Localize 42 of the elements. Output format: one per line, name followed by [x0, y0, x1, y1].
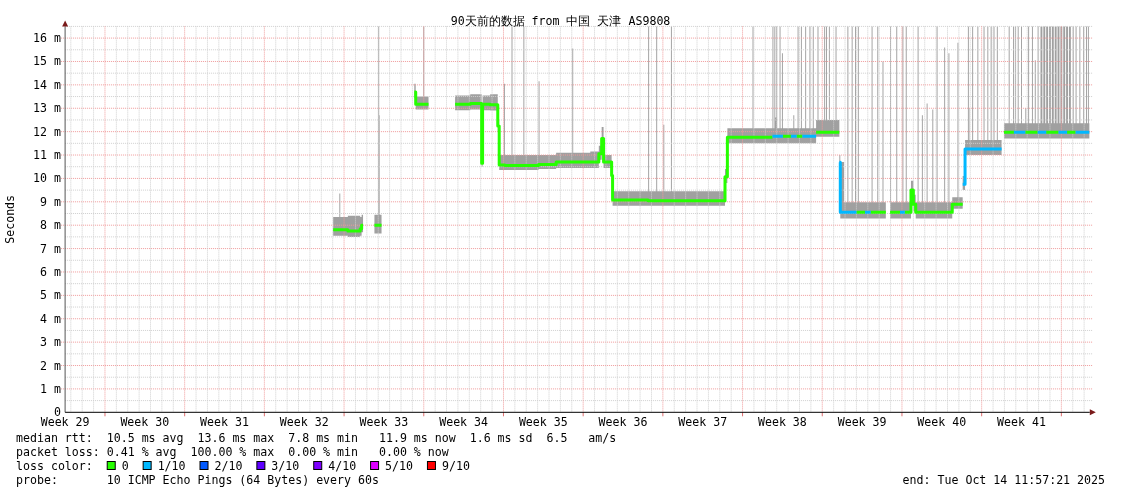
x-tick-label: Week 39 [837, 415, 887, 429]
chart-title: 90天前的数据 from 中国 天津 AS9808 [450, 14, 671, 28]
legend-label: 2/10 [214, 459, 243, 473]
y-tick-label: 5 m [40, 288, 62, 303]
y-tick-label: 10 m [33, 171, 62, 186]
x-tick-label: Week 35 [518, 415, 568, 429]
y-tick-label: 6 m [40, 264, 62, 279]
x-tick-label: Week 30 [120, 415, 170, 429]
y-tick-label: 8 m [40, 218, 62, 233]
legend-title: loss color: [16, 459, 93, 473]
legend-label: 9/10 [441, 459, 470, 473]
legend-label: 5/10 [385, 459, 414, 473]
y-tick-label: 1 m [40, 381, 62, 396]
legend-label: 3/10 [271, 459, 300, 473]
y-tick-label: 15 m [33, 54, 62, 69]
text: probe: 10 ICMP Echo Pings (64 Bytes) every 60s [16, 473, 379, 487]
text: end: Tue Oct 14 11:57:21 2025 [902, 473, 1106, 487]
text: median rtt: 10.5 ms avg 13.6 ms max 7.8 ms min 11.9 ms now 1.6 ms sd 6.5 am/s [16, 431, 617, 445]
y-axis-title: Seconds [3, 194, 17, 244]
text: packet loss: 0.41 % avg 100.00 % max 0.00 % min 0.00 % now [16, 445, 449, 459]
x-tick-label: Week 33 [359, 415, 409, 429]
y-tick-label: 3 m [40, 335, 62, 350]
y-tick-label: 4 m [40, 311, 62, 326]
legend-label: 0 [121, 459, 129, 473]
legend-label: 1/10 [157, 459, 186, 473]
y-tick-label: 11 m [33, 148, 62, 163]
x-tick-label: Week 38 [757, 415, 807, 429]
x-tick-label: Week 31 [200, 415, 249, 429]
y-tick-label: 13 m [33, 101, 62, 116]
y-tick-label: 16 m [33, 31, 62, 46]
x-tick-label: Week 41 [997, 415, 1046, 429]
legend-label: 4/10 [328, 459, 357, 473]
x-tick-label: Week 37 [678, 415, 728, 429]
y-tick-label: 7 m [40, 241, 62, 256]
y-tick-label: 2 m [40, 358, 62, 373]
y-tick-label: 9 m [40, 194, 62, 209]
x-tick-label: Week 40 [917, 415, 967, 429]
x-tick-label: Week 32 [279, 415, 329, 429]
x-tick-label: Week 36 [598, 415, 648, 429]
y-tick-label: 12 m [33, 124, 62, 139]
x-tick-label: Week 34 [439, 415, 489, 429]
y-tick-label: 14 m [33, 77, 62, 92]
